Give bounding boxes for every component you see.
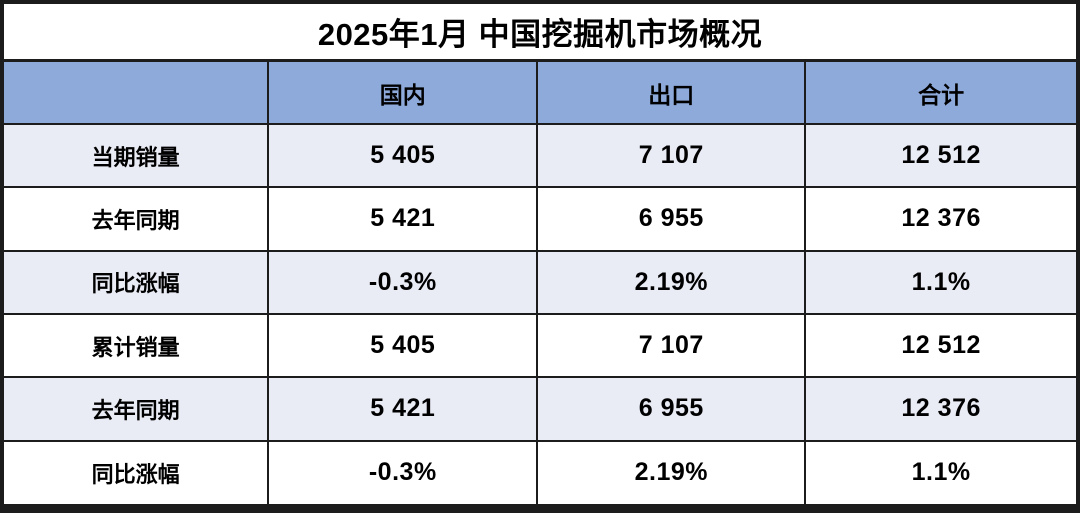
table-row: 当期销量 5 405 7 107 12 512 (4, 122, 1076, 189)
table-cell: 12 376 (804, 186, 1076, 252)
header-row: 国内 出口 合计 (4, 62, 1076, 125)
table-cell: 7 107 (536, 122, 807, 189)
table-row: 同比涨幅 -0.3% 2.19% 1.1% (4, 249, 1076, 315)
row-label-cumulative-sales: 累计销量 (4, 312, 270, 379)
table-cell: 7 107 (536, 312, 807, 379)
row-label-yoy-change: 同比涨幅 (4, 439, 270, 504)
table-row: 同比涨幅 -0.3% 2.19% 1.1% (4, 439, 1076, 504)
table-title: 2025年1月 中国挖掘机市场概况 (4, 4, 1076, 62)
table-cell: 12 376 (804, 376, 1076, 442)
table-cell: 1.1% (804, 439, 1076, 504)
table-cell: 6 955 (536, 376, 807, 442)
table-cell: -0.3% (267, 249, 539, 315)
table-cell: -0.3% (267, 439, 539, 504)
table-cell: 12 512 (804, 122, 1076, 189)
column-header-export: 出口 (536, 62, 807, 125)
table-cell: 5 421 (267, 376, 539, 442)
row-label-last-year-same-period: 去年同期 (4, 376, 270, 442)
column-header-total: 合计 (804, 62, 1076, 125)
column-header-empty (4, 62, 270, 125)
table-cell: 1.1% (804, 249, 1076, 315)
table-cell: 5 421 (267, 186, 539, 252)
table-cell: 2.19% (536, 249, 807, 315)
row-label-last-year-same-period: 去年同期 (4, 186, 270, 252)
table-row: 累计销量 5 405 7 107 12 512 (4, 312, 1076, 379)
table-row: 去年同期 5 421 6 955 12 376 (4, 186, 1076, 252)
data-table: 国内 出口 合计 当期销量 5 405 7 107 12 512 去年同期 5 … (4, 62, 1076, 504)
table-cell: 12 512 (804, 312, 1076, 379)
table-cell: 5 405 (267, 122, 539, 189)
column-header-domestic: 国内 (267, 62, 539, 125)
table-row: 去年同期 5 421 6 955 12 376 (4, 376, 1076, 442)
row-label-current-sales: 当期销量 (4, 122, 270, 189)
table-cell: 5 405 (267, 312, 539, 379)
table-cell: 6 955 (536, 186, 807, 252)
table-cell: 2.19% (536, 439, 807, 504)
row-label-yoy-change: 同比涨幅 (4, 249, 270, 315)
